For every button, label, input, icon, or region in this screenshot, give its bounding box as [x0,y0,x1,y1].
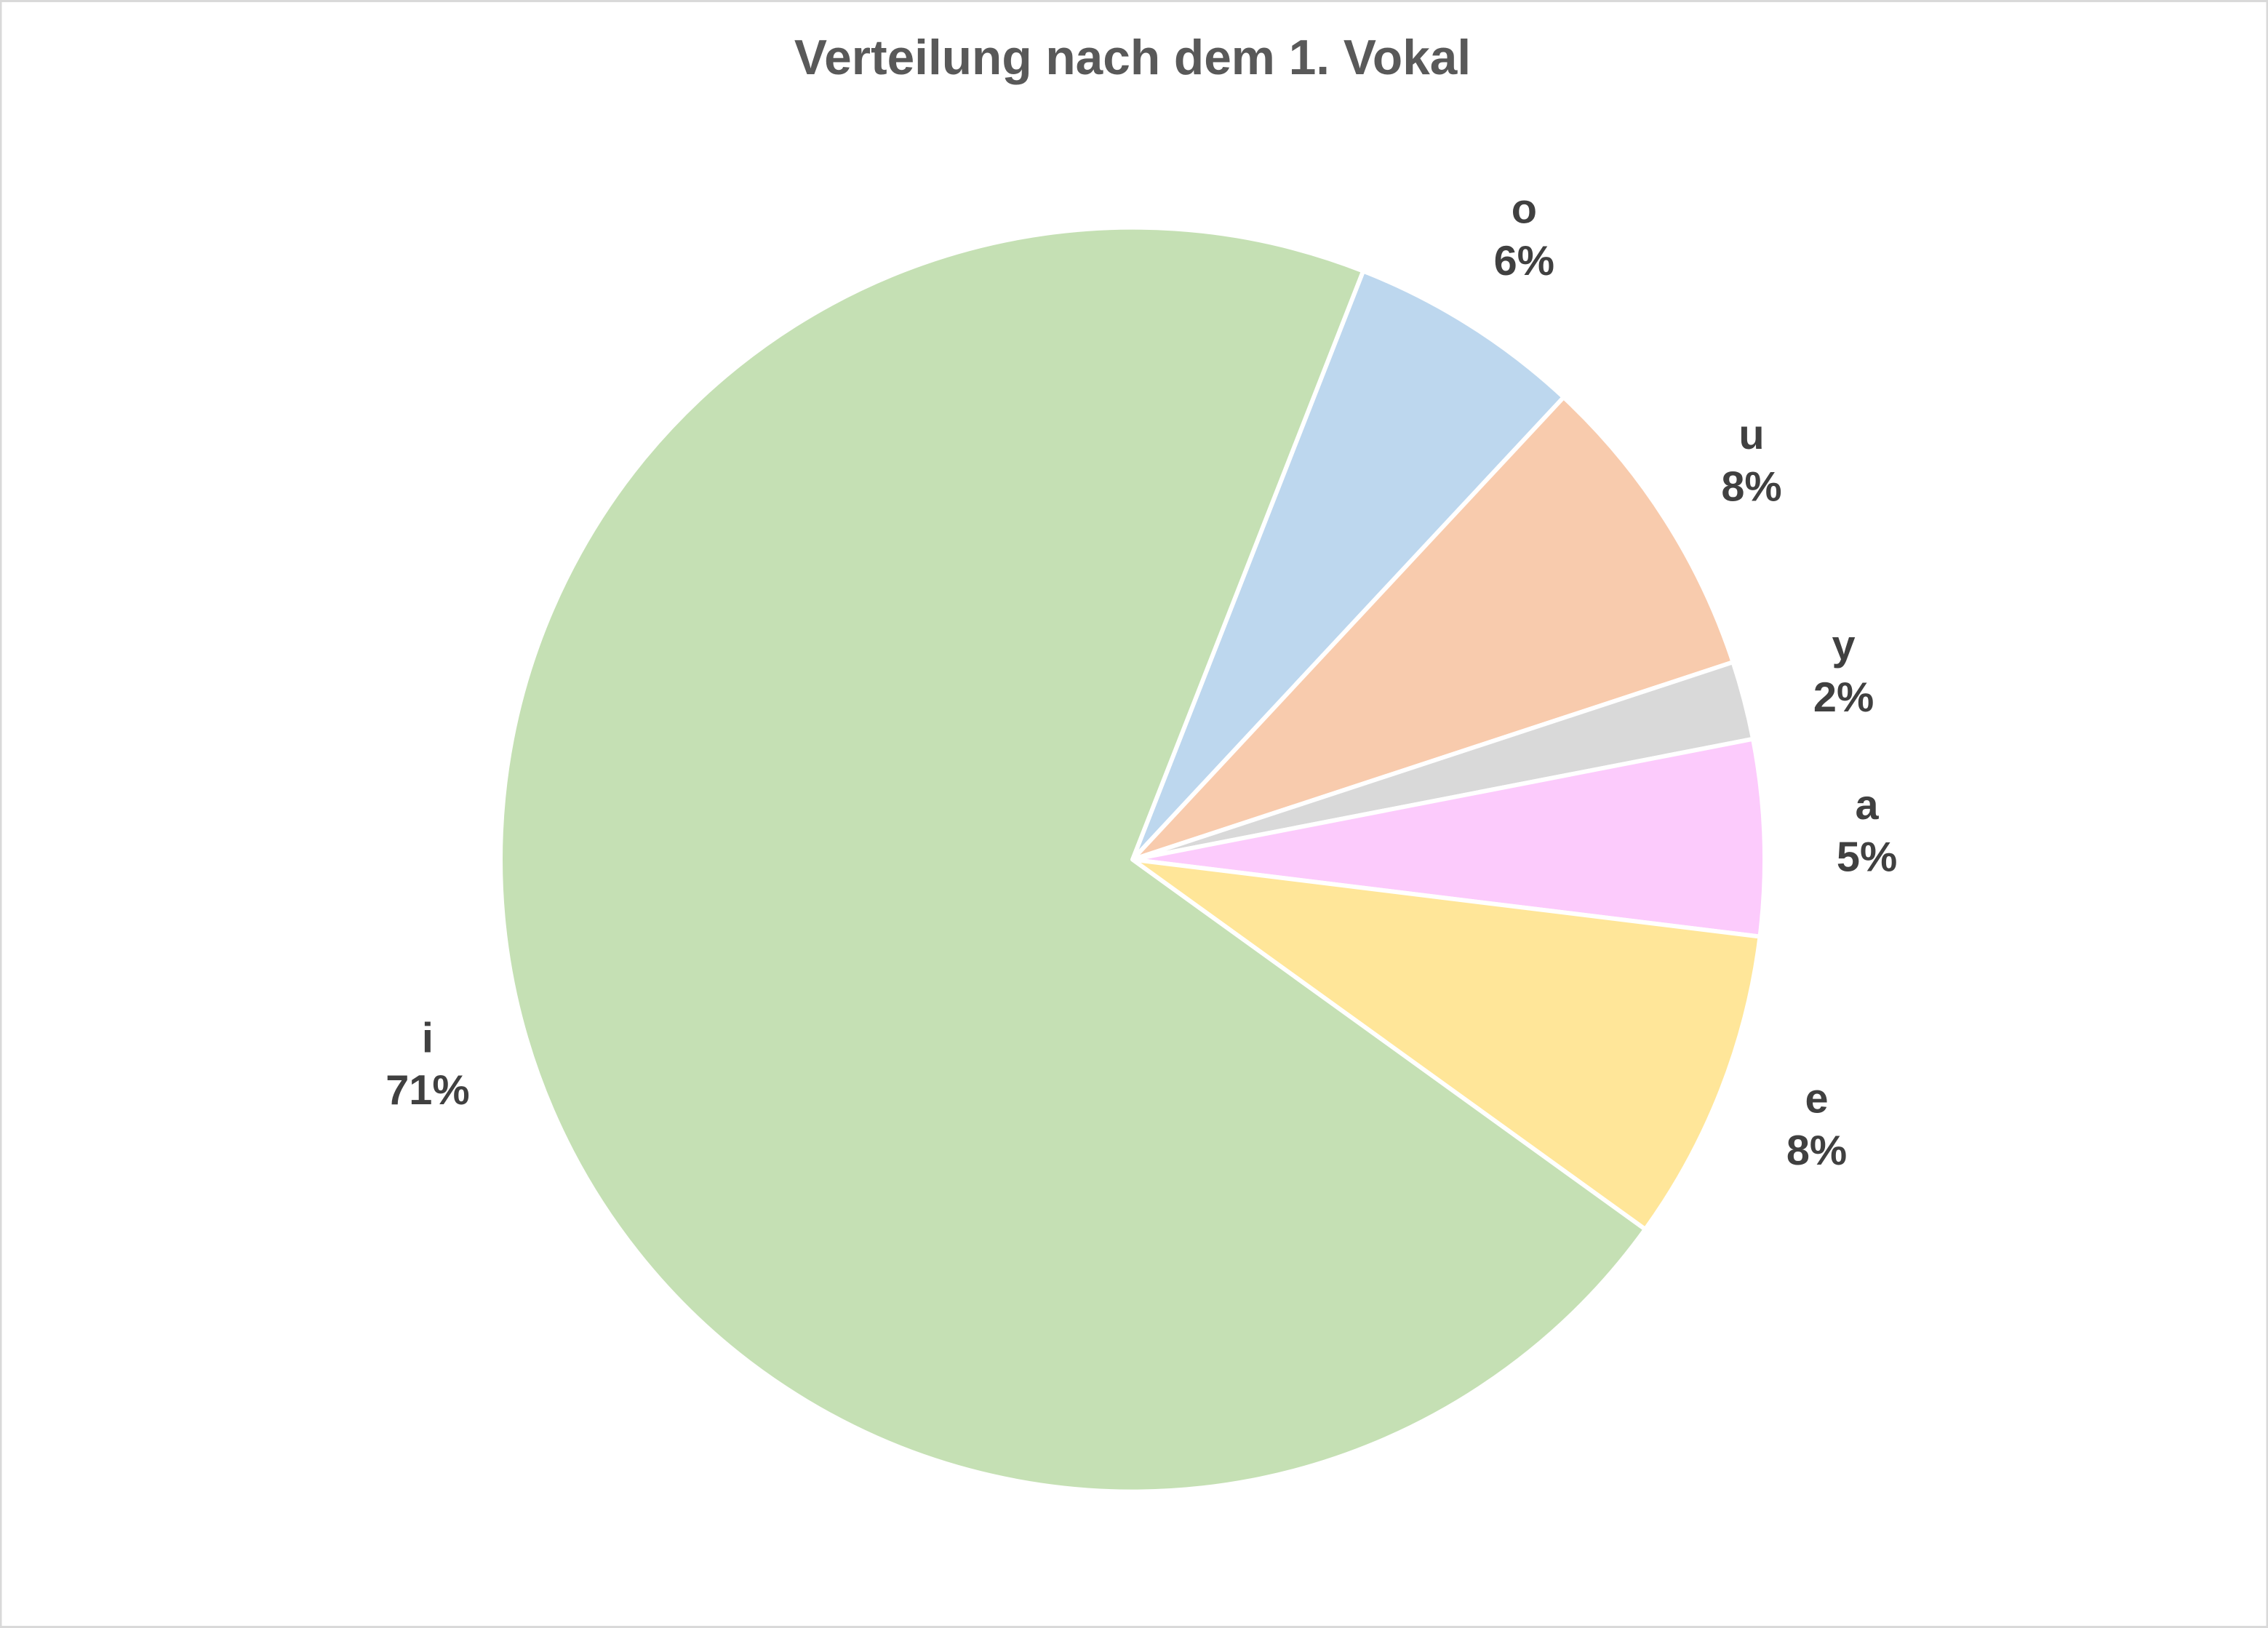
pie-slice [1130,395,1736,862]
slice-category-label: e [1805,1076,1828,1122]
pie-slice [1130,736,1767,939]
slice-category-label: i [422,1015,434,1061]
chart-title: Verteilung nach dem 1. Vokal [794,31,1471,85]
slice-value-label: 6% [1494,238,1554,284]
pie-slice [1130,268,1566,862]
pie-slice [498,225,1648,1494]
slice-value-label: 2% [1813,674,1874,721]
slice-category-label: u [1738,412,1764,458]
slice-value-label: 8% [1786,1128,1847,1174]
slice-category-label: o [1512,185,1537,232]
slice-value-label: 8% [1721,463,1781,510]
slice-value-label: 5% [1837,834,1897,880]
slice-value-label: 71% [386,1067,469,1114]
pie-slice [1130,857,1762,1232]
slice-category-label: y [1832,622,1856,669]
slice-category-label: a [1856,782,1880,829]
